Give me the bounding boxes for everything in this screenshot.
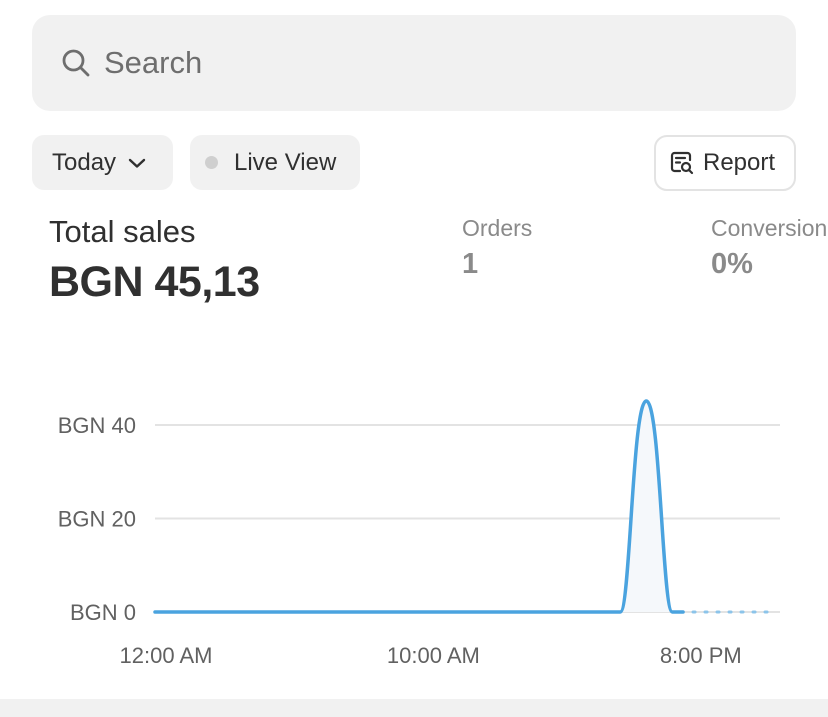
- date-range-button[interactable]: Today: [32, 135, 173, 190]
- series-line: [153, 399, 685, 614]
- sales-chart: BGN 0 BGN 20 BGN 40 12:00 AM 10:00 AM 8:00 PM: [58, 399, 780, 668]
- x-tick-label: 10:00 AM: [387, 643, 480, 668]
- y-tick-label: BGN 20: [58, 507, 136, 532]
- report-button[interactable]: Report: [654, 135, 796, 191]
- conversion-value: 0%: [711, 248, 753, 280]
- status-dot-icon: [205, 156, 218, 169]
- series-area: [155, 401, 684, 612]
- report-label: Report: [703, 149, 776, 176]
- y-tick-label: BGN 0: [70, 600, 136, 625]
- conversion-label: Conversion: [711, 215, 828, 241]
- orders-label: Orders: [462, 215, 533, 241]
- search-icon: [60, 47, 92, 79]
- y-tick-label: BGN 40: [58, 413, 136, 438]
- report-icon: [669, 150, 695, 176]
- chevron-down-icon: [128, 157, 146, 169]
- live-view-button[interactable]: Live View: [190, 135, 360, 190]
- search-input[interactable]: [104, 45, 744, 81]
- search-bar[interactable]: [32, 15, 796, 111]
- total-sales-label: Total sales: [49, 214, 196, 249]
- x-tick-label: 8:00 PM: [660, 643, 742, 668]
- live-view-label: Live View: [234, 148, 337, 176]
- date-range-label: Today: [52, 148, 117, 176]
- bottom-bar: [0, 699, 828, 717]
- total-sales-value: BGN 45,13: [49, 258, 260, 306]
- orders-value: 1: [462, 248, 479, 280]
- x-tick-label: 12:00 AM: [120, 643, 213, 668]
